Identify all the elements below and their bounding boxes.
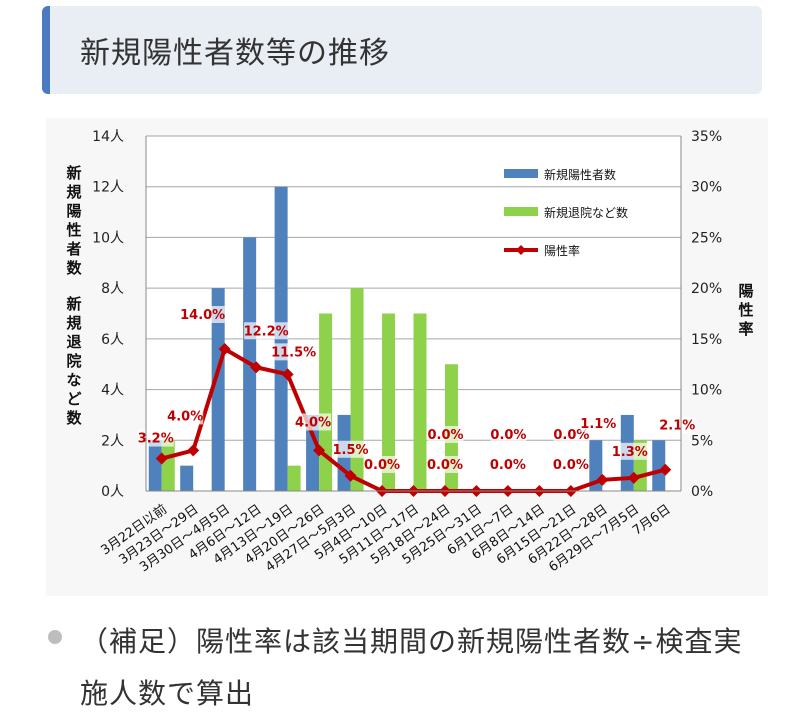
y-right-axis-label: 陽性率 xyxy=(738,282,753,338)
y-left-tick-label: 2人 xyxy=(101,433,124,449)
positivity-marker xyxy=(250,361,263,374)
positivity-label-bg xyxy=(552,456,589,473)
y-left-tick-label: 0人 xyxy=(101,484,124,500)
legend-swatch xyxy=(504,207,538,216)
positivity-label-bg xyxy=(364,456,401,473)
y-right-tick-label: 20% xyxy=(691,281,722,297)
positivity-marker xyxy=(627,471,640,484)
bar-discharged xyxy=(287,465,301,491)
y-left-tick-label: 8人 xyxy=(101,281,124,297)
positivity-data-label: 14.0% xyxy=(180,308,225,323)
positivity-data-label: 0.0% xyxy=(553,458,589,473)
positivity-marker xyxy=(659,463,672,476)
positivity-marker xyxy=(218,343,231,355)
bar-new-positive xyxy=(148,440,162,491)
positivity-label-bg xyxy=(659,416,696,434)
positivity-data-label: 11.5% xyxy=(271,345,316,360)
positivity-label-bg xyxy=(580,414,617,432)
legend-label: 陽性率 xyxy=(544,243,580,258)
positivity-data-label: 2.1% xyxy=(659,419,695,434)
positivity-label-bg xyxy=(426,456,463,473)
page-title: 新規陽性者数等の推移 xyxy=(80,36,390,71)
positivity-data-label: 4.0% xyxy=(167,409,203,424)
positivity-label-bg xyxy=(244,322,289,340)
y-left-tick-label: 10人 xyxy=(92,230,124,246)
positivity-marker xyxy=(313,444,326,457)
positivity-label-bg xyxy=(180,306,225,323)
legend-label: 新規陽性者数 xyxy=(544,167,616,182)
y-left-axis-label: 新規陽性者数新規退院など数 xyxy=(66,164,82,427)
positivity-data-label: 4.0% xyxy=(295,415,331,430)
positivity-data-label: 0.0% xyxy=(364,458,400,473)
bar-discharged xyxy=(161,440,175,491)
bar-new-positive xyxy=(306,414,320,491)
axes: 0人 2人 4人 6人 8人 10人 12人 14人 0% 5% 10% 15% 20% 25% 30% 35… xyxy=(66,129,753,575)
positivity-data-label: 0.0% xyxy=(427,458,463,473)
chart-area: 3.2% 4.0% 14.0% 12.2% 11.5% 4.0% 1.5% 0.0% 0.0% 0… xyxy=(46,118,768,596)
y-right-tick-label: 15% xyxy=(691,332,722,348)
bar-discharged xyxy=(350,288,364,491)
positivity-label-bg xyxy=(167,407,204,425)
positivity-marker xyxy=(596,473,609,486)
y-right-tick-label: 30% xyxy=(691,180,722,196)
positivity-marker xyxy=(344,469,357,482)
positivity-line: 3.2%4.0%14.0%12.2%11.5%4.0%1.5%0.0%0.0%0… xyxy=(137,306,696,497)
positivity-data-label: 0.0% xyxy=(490,428,526,443)
legend-marker xyxy=(516,245,526,255)
positivity-label-bg xyxy=(137,429,174,447)
positivity-label-bg xyxy=(295,413,332,431)
bullet-icon xyxy=(48,630,62,644)
note-text: （補足）陽性率は該当期間の新規陽性者数÷検査実施人数で算出 xyxy=(80,625,743,710)
positivity-label-bg xyxy=(489,456,526,473)
y-left-tick-label: 4人 xyxy=(101,383,124,399)
bar-new-positive xyxy=(652,440,666,491)
positivity-label-bg xyxy=(611,442,648,460)
positivity-data-label: 1.1% xyxy=(580,417,616,432)
y-left-tick-label: 6人 xyxy=(101,332,124,348)
positivity-data-label: 0.0% xyxy=(490,458,526,473)
positivity-label-bg xyxy=(332,440,369,458)
y-right-tick-label: 25% xyxy=(691,230,722,246)
bar-new-positive xyxy=(180,465,194,491)
legend-swatch xyxy=(504,169,538,178)
positivity-data-label: 1.5% xyxy=(333,443,369,458)
bar-discharged xyxy=(413,313,427,491)
positivity-data-label: 0.0% xyxy=(427,428,463,443)
y-right-tick-label: 0% xyxy=(691,484,713,500)
positivity-data-label: 3.2% xyxy=(138,432,174,447)
y-left-tick-label: 12人 xyxy=(92,180,124,196)
positivity-label-bg xyxy=(427,426,464,443)
positivity-data-label: 1.3% xyxy=(612,445,648,460)
y-right-tick-label: 5% xyxy=(691,433,713,449)
positivity-label-bg xyxy=(271,343,316,361)
bar-new-positive xyxy=(211,288,225,491)
legend-label: 新規退院など数 xyxy=(544,205,628,220)
y-right-tick-label: 10% xyxy=(691,383,722,399)
bar-discharged xyxy=(382,313,396,491)
y-left-tick-label: 14人 xyxy=(92,129,124,145)
positivity-marker xyxy=(155,452,168,465)
bar-discharged xyxy=(319,313,333,491)
positivity-marker xyxy=(281,368,294,381)
title-box: 新規陽性者数等の推移 xyxy=(42,6,762,94)
positivity-data-label: 12.2% xyxy=(244,324,289,339)
y-right-tick-label: 35% xyxy=(691,129,722,145)
positivity-label-bg xyxy=(490,426,527,443)
positivity-marker xyxy=(187,444,200,457)
chart-svg: 3.2%4.0%14.0%12.2%11.5%4.0%1.5%0.0%0.0%0… xyxy=(66,129,753,575)
